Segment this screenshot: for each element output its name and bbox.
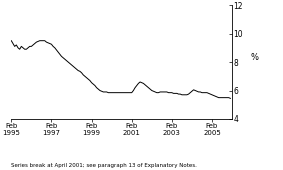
Text: Series break at April 2001; see paragraph 13 of Explanatory Notes.: Series break at April 2001; see paragrap…: [11, 163, 197, 168]
Y-axis label: %: %: [250, 53, 258, 62]
